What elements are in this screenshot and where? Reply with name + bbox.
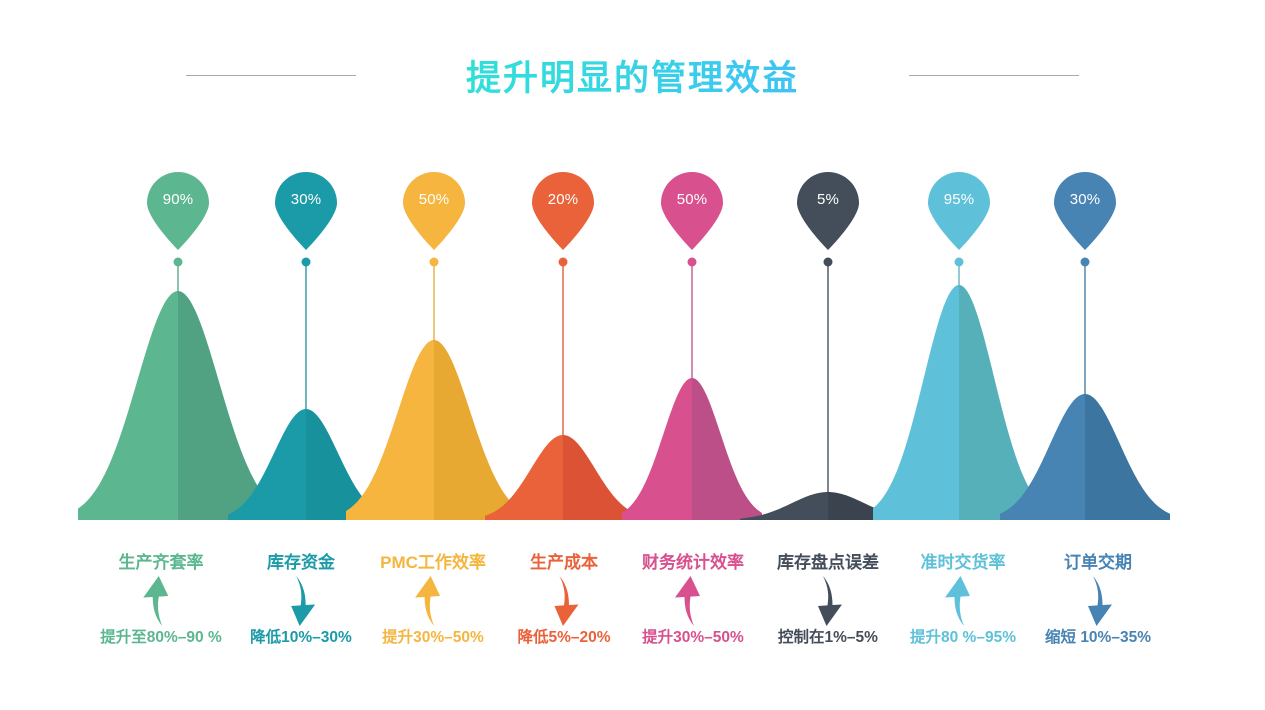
category-detail: 缩短 10%–35% [1045,629,1151,646]
category-label-3[interactable]: PMC工作效率 提升30%–50% [380,552,486,648]
category-detail: 降低10%–30% [250,629,352,646]
header-rule-left [185,74,356,76]
pin-value-label: 30% [290,191,322,208]
category-title: 财务统计效率 [642,553,744,572]
category-label-4[interactable]: 生产成本降低5%–20% [517,552,610,648]
trend-arrow [642,574,744,628]
category-title: 生产成本 [529,553,598,572]
pin-marker-5[interactable]: 50% [661,172,723,250]
category-detail: 提升80 %–95% [910,629,1016,646]
pin-marker-8[interactable]: 30% [1054,172,1116,250]
trend-arrow [910,574,1016,628]
category-detail: 控制在1%–5% [778,629,878,646]
header-rule-right [909,74,1079,76]
trend-arrow [777,574,879,628]
category-label-1[interactable]: 生产齐套率提升至80%–90 % [100,552,221,648]
pin-teardrop-icon [661,172,723,250]
category-labels-row: 生产齐套率 提升至80%–90 % 库存资金 降低10%–30% PMC工作效率 提升30… [0,552,1265,682]
category-title: 库存盘点误差 [777,553,879,572]
pin-value-label: 50% [676,191,708,208]
pin-teardrop-icon [797,172,859,250]
arrow-up-icon [944,576,970,626]
pin-marker-7[interactable]: 95% [928,172,990,250]
arrow-up-icon [142,576,168,626]
arrow-down-icon [553,576,578,626]
pin-marker-1[interactable]: 90% [147,172,209,250]
category-label-2[interactable]: 库存资金降低10%–30% [250,552,352,648]
arrow-down-icon [290,576,315,626]
pin-value-label: 30% [1069,191,1101,208]
trend-arrow [250,574,352,628]
pin-teardrop-icon [532,172,594,250]
category-label-8[interactable]: 订单交期缩短 10%–35% [1045,552,1151,648]
category-detail: 提升至80%–90 % [100,629,222,646]
category-detail: 降低5%–20% [517,629,611,646]
category-label-5[interactable]: 财务统计效率 提升30%–50% [642,552,744,648]
category-label-6[interactable]: 库存盘点误差 控制在1%–5% [777,552,879,648]
category-title: 库存资金 [266,553,335,572]
category-label-7[interactable]: 准时交货率提升80 %–95% [910,552,1016,648]
arrow-down-icon [1087,576,1112,626]
pin-value-label: 95% [943,191,975,208]
pin-value-label: 90% [162,191,194,208]
category-detail: 提升30%–50% [382,629,484,646]
category-detail: 提升30%–50% [642,629,744,646]
pin-marker-6[interactable]: 5% [797,172,859,250]
arrow-up-icon [415,576,440,626]
page-title: 提升明显的管理效益 [356,50,909,101]
pin-marker-3[interactable]: 50% [403,172,465,250]
pin-teardrop-icon [928,172,990,250]
category-title: PMC工作效率 [380,553,486,572]
header: 提升明显的管理效益 [0,40,1265,110]
pin-teardrop-icon [1054,172,1116,250]
pin-value-label: 50% [418,191,450,208]
pin-teardrop-icon [147,172,209,250]
trend-arrow [380,574,486,628]
pin-marker-2[interactable]: 30% [275,172,337,250]
pin-teardrop-icon [275,172,337,250]
arrow-down-icon [818,576,842,626]
trend-arrow [1045,574,1151,628]
pin-value-label: 20% [547,191,579,208]
category-title: 订单交期 [1063,553,1132,572]
pin-value-label: 5% [816,191,840,208]
category-title: 生产齐套率 [118,553,204,572]
trend-arrow [100,574,221,628]
pin-teardrop-icon [403,172,465,250]
category-title: 准时交货率 [920,553,1006,572]
arrow-up-icon [675,576,700,626]
pin-marker-4[interactable]: 20% [532,172,594,250]
trend-arrow [517,574,610,628]
